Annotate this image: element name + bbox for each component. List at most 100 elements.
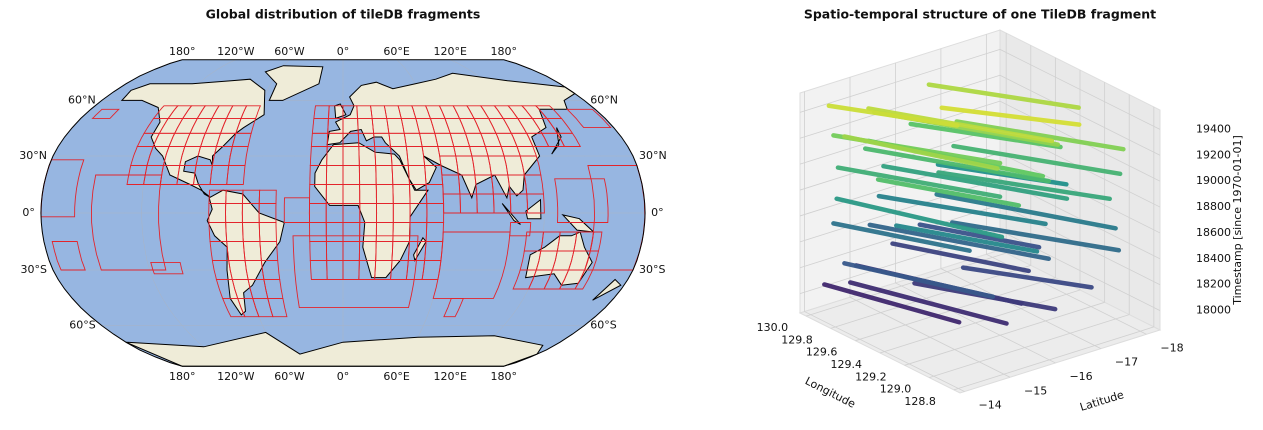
track xyxy=(934,192,1118,231)
grid-line xyxy=(940,268,1102,349)
x-tick-label: 128.8 xyxy=(904,395,936,408)
map-title: Global distribution of tileDB fragments xyxy=(206,7,481,22)
grid-line xyxy=(999,74,1161,156)
x-tick-label: 130.0 xyxy=(757,321,789,334)
lat-tick-label: 60°S xyxy=(69,319,95,332)
lon-tick-label: 180° xyxy=(491,370,518,383)
track xyxy=(831,221,972,253)
track xyxy=(822,282,962,325)
track xyxy=(917,222,1042,250)
track xyxy=(875,177,1022,208)
fragment xyxy=(292,235,419,309)
x-tick-label: 129.6 xyxy=(806,346,838,359)
grid-line xyxy=(799,126,1001,191)
z-tick-label: 19200 xyxy=(1196,148,1231,161)
land xyxy=(524,231,593,286)
track xyxy=(842,261,996,299)
lat-tick-label: 60°N xyxy=(68,93,96,106)
land xyxy=(592,278,622,301)
fragment xyxy=(150,261,184,275)
grid-line xyxy=(929,314,1130,378)
track xyxy=(842,134,1000,171)
y-tick-label: −17 xyxy=(1115,356,1138,369)
z-tick-label: 18800 xyxy=(1196,200,1231,213)
x-axis-label: Longitude xyxy=(803,374,858,411)
land xyxy=(120,78,266,199)
track xyxy=(848,280,1009,326)
lon-tick-label: 0° xyxy=(337,45,350,58)
y-tick-label: −16 xyxy=(1069,370,1092,383)
track xyxy=(890,241,1031,274)
lat-tick-label: 0° xyxy=(22,206,35,219)
land xyxy=(206,189,285,316)
track xyxy=(960,265,1094,290)
x-tick-label: 129.8 xyxy=(781,333,813,346)
x-tick-label: 129.2 xyxy=(855,370,887,383)
grid-line xyxy=(830,265,1031,329)
track xyxy=(926,82,1081,110)
grid-line xyxy=(799,74,1001,139)
chart-title: Spatio-temporal structure of one TileDB … xyxy=(804,7,1156,22)
lat-tick-label: 60°N xyxy=(590,93,618,106)
z-tick-label: 18000 xyxy=(1196,304,1231,317)
grid-line xyxy=(879,289,1081,354)
lon-tick-label: 60°W xyxy=(274,45,304,58)
track xyxy=(936,170,1112,202)
fragment xyxy=(509,222,532,237)
track xyxy=(951,143,1123,177)
fragment xyxy=(283,197,310,223)
fragment xyxy=(443,297,464,318)
grid-line xyxy=(895,282,1056,364)
grid-line xyxy=(804,311,965,392)
fragment xyxy=(51,241,86,271)
z-tick-label: 19000 xyxy=(1196,174,1231,187)
lon-tick-label: 180° xyxy=(169,45,196,58)
fragment-cell xyxy=(240,105,262,119)
y-tick-label: −15 xyxy=(1024,384,1047,397)
z-axis-label: Timestamp [since 1970-01-01] xyxy=(1231,135,1244,305)
fragment xyxy=(554,178,609,223)
map-border xyxy=(40,59,646,367)
z-tick-label: 19400 xyxy=(1196,122,1231,135)
track xyxy=(866,106,1055,144)
fragment xyxy=(566,108,612,129)
map xyxy=(40,59,646,367)
lat-tick-label: 30°N xyxy=(639,149,667,162)
z-tick-label: 18600 xyxy=(1196,226,1231,239)
grid-line xyxy=(849,296,1011,378)
z-tick-label: 18200 xyxy=(1196,278,1231,291)
track xyxy=(835,165,1003,200)
lat-tick-label: 30°N xyxy=(19,149,47,162)
track xyxy=(862,146,1051,184)
track xyxy=(949,220,1122,253)
lon-tick-label: 0° xyxy=(337,370,350,383)
lon-tick-label: 60°W xyxy=(274,370,304,383)
track xyxy=(939,105,1082,127)
x-tick-label: 129.4 xyxy=(831,358,863,371)
lat-tick-label: 30°S xyxy=(639,263,665,276)
land xyxy=(264,65,324,101)
y-axis-label: Latitude xyxy=(1078,388,1125,414)
grid-line xyxy=(799,49,1001,113)
track xyxy=(881,163,1070,201)
grid-line xyxy=(904,301,1105,366)
fragment xyxy=(91,174,167,271)
lon-tick-label: 180° xyxy=(491,45,518,58)
track xyxy=(894,223,1040,254)
lat-tick-label: 60°S xyxy=(590,319,616,332)
y-tick-label: −18 xyxy=(1160,341,1183,354)
lat-tick-label: 30°S xyxy=(21,263,47,276)
track xyxy=(876,193,1048,227)
lat-tick-label: 0° xyxy=(651,206,664,219)
track xyxy=(834,196,1005,240)
land xyxy=(525,198,542,220)
track xyxy=(908,121,1063,150)
lon-tick-label: 60°E xyxy=(383,45,409,58)
lon-tick-label: 120°W xyxy=(217,370,254,383)
fragment-cell xyxy=(258,189,277,204)
grid-line xyxy=(999,49,1161,130)
lon-tick-label: 120°E xyxy=(433,45,466,58)
lon-tick-label: 60°E xyxy=(383,370,409,383)
fragment-cell xyxy=(534,105,563,119)
